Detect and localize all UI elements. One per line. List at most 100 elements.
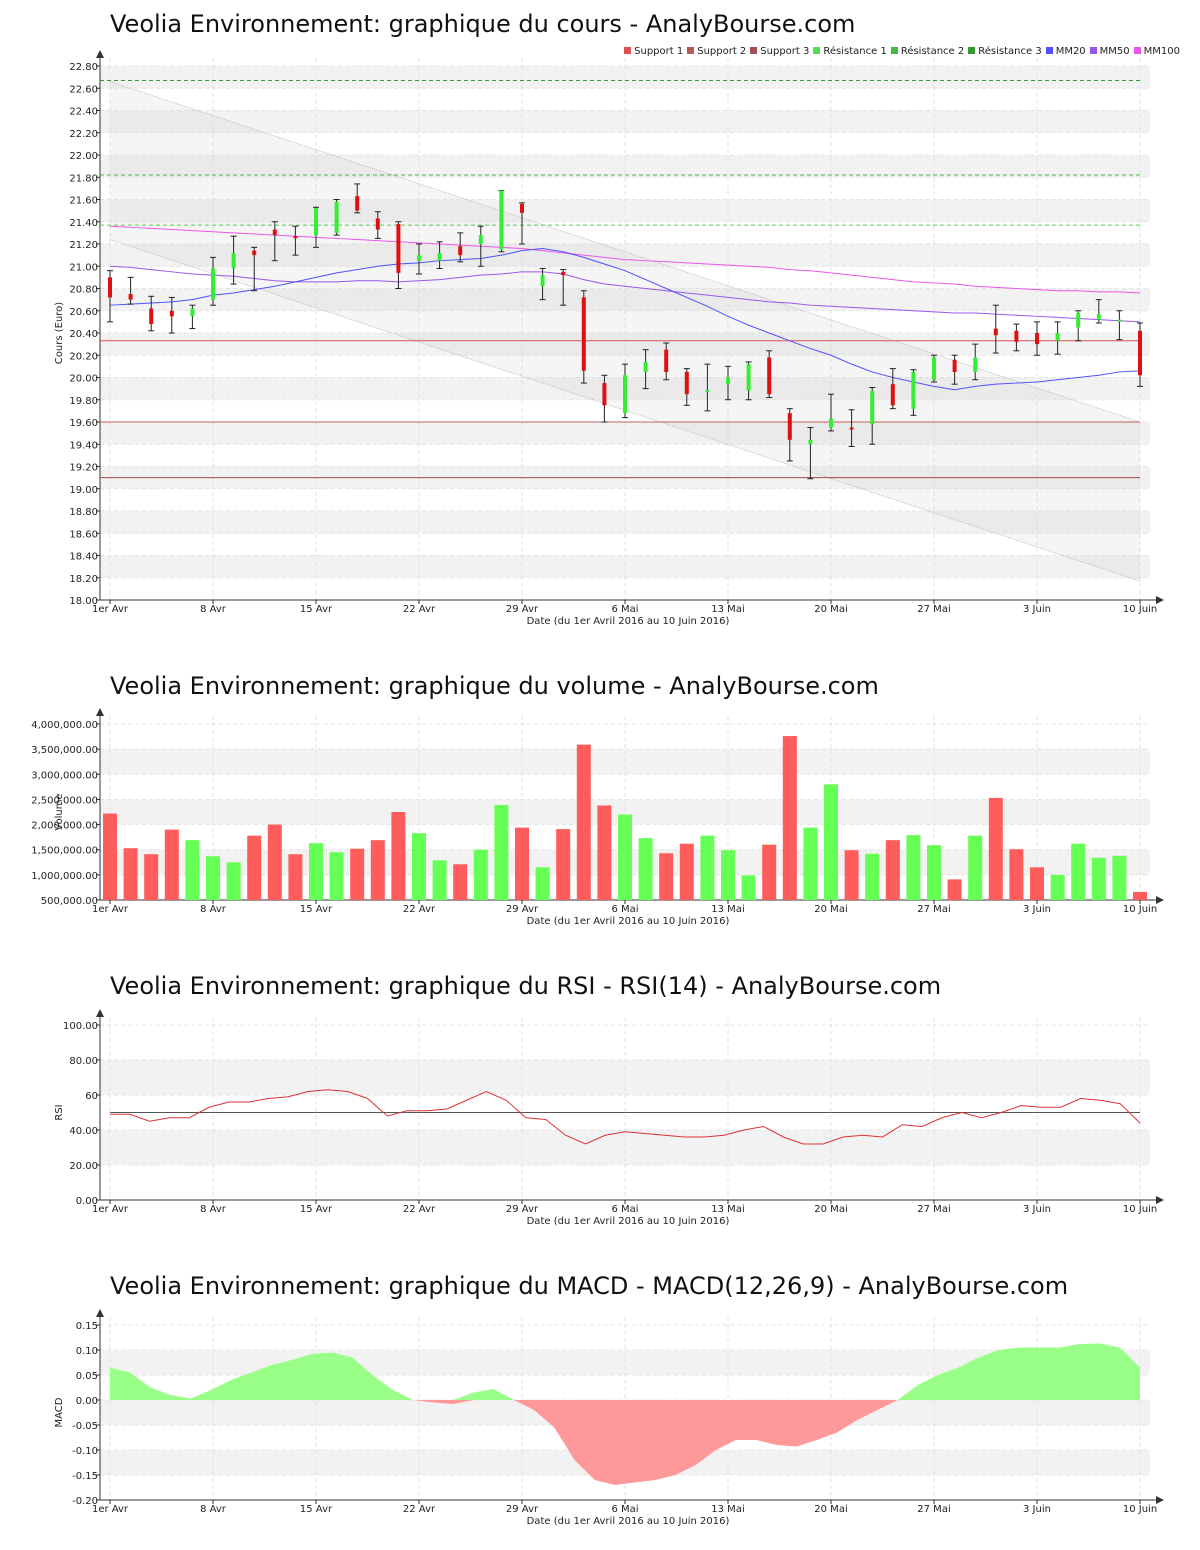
candle-body — [767, 357, 772, 395]
candle-body — [911, 371, 916, 409]
legend-label: Support 2 — [697, 46, 747, 57]
y-tick-label: 500,000.00 — [41, 896, 98, 907]
y-tick-label: 18.40 — [69, 552, 98, 563]
volume-bar — [370, 840, 385, 900]
candle-body — [396, 223, 401, 273]
y-tick-label: 0.10 — [76, 1346, 98, 1357]
legend-item: MM50 — [1089, 46, 1130, 57]
y-axis-label: MACD — [54, 1397, 65, 1427]
candle-body — [1096, 314, 1101, 320]
volume-bar — [1133, 891, 1147, 900]
volume-bar — [741, 875, 756, 900]
y-tick-label: 20.00 — [69, 1161, 98, 1172]
y-tick-label: 18.20 — [69, 574, 98, 585]
legend-item: Support 1 — [624, 46, 683, 57]
x-tick-label: 8 Avr — [200, 904, 227, 915]
y-tick-label: 18.60 — [69, 529, 98, 540]
y-tick-label: 19.80 — [69, 396, 98, 407]
x-tick-label: 29 Avr — [506, 1204, 539, 1215]
legend-swatch — [750, 47, 758, 54]
x-tick-label: 6 Mai — [611, 1504, 638, 1515]
price-chart: 18.00 18.20 18.40 18.60 18.80 19.00 19.20 19.40… — [54, 50, 1164, 627]
candle-body — [169, 310, 174, 317]
rsi-chart-title: Veolia Environnement: graphique du RSI -… — [110, 972, 942, 1000]
volume-bar — [309, 843, 323, 900]
macd-positive-area — [110, 1343, 1140, 1400]
x-tick-label: 6 Mai — [611, 1204, 638, 1215]
volume-bar — [535, 867, 550, 900]
candle-body — [561, 271, 566, 276]
candle-body — [602, 383, 607, 406]
volume-bar — [927, 845, 941, 900]
y-tick-label: 22.60 — [69, 84, 98, 95]
legend-label: MM20 — [1055, 46, 1086, 57]
volume-bar — [144, 854, 159, 900]
y-tick-label: 1,000,000.00 — [31, 871, 98, 882]
y-tick-label: 0.15 — [76, 1321, 98, 1332]
y-tick-label: 20.20 — [69, 351, 98, 362]
volume-bar — [1030, 867, 1044, 900]
x-tick-label: 29 Avr — [506, 604, 539, 615]
legend-item: MM100 — [1133, 46, 1180, 57]
candle-body — [334, 201, 339, 233]
candle-body — [272, 229, 277, 236]
y-tick-label: -0.15 — [72, 1471, 98, 1482]
y-axis-label: Cours (Euro) — [54, 302, 65, 365]
volume-bar — [556, 829, 571, 900]
y-tick-label: 19.00 — [69, 485, 98, 496]
x-tick-label: 3 Juin — [1023, 1504, 1051, 1515]
volume-bar — [824, 784, 838, 900]
volume-bar — [947, 879, 962, 900]
volume-bar — [618, 814, 632, 900]
candle-body — [458, 246, 463, 256]
volume-bar — [494, 804, 509, 900]
volume-bar — [844, 850, 859, 900]
candle-body — [108, 277, 112, 298]
y-axis-arrow — [96, 1309, 104, 1317]
x-axis-label: Date (du 1er Avril 2016 au 10 Juin 2016) — [527, 616, 730, 627]
y-tick-label: 19.40 — [69, 440, 98, 451]
y-tick-label: 2,000,000.00 — [31, 821, 98, 832]
candle-body — [726, 377, 730, 385]
candle-body — [211, 268, 215, 300]
y-tick-label: 0.05 — [76, 1371, 98, 1382]
candle-body — [417, 255, 421, 261]
x-tick-label: 15 Avr — [300, 604, 333, 615]
x-tick-label: 1er Avr — [92, 604, 129, 615]
x-axis-arrow — [1156, 596, 1164, 604]
x-tick-label: 22 Avr — [403, 904, 436, 915]
candle-body — [1014, 330, 1019, 342]
y-tick-label: 21.60 — [69, 196, 98, 207]
y-tick-label: 2,500,000.00 — [31, 795, 98, 806]
volume-bar — [350, 848, 365, 900]
legend-label: Résistance 3 — [978, 46, 1042, 57]
legend-item: Résistance 2 — [890, 46, 964, 57]
volume-bar — [1050, 874, 1065, 900]
volume-bar — [762, 844, 777, 900]
rsi-line — [110, 1089, 1141, 1145]
y-tick-label: 21.40 — [69, 218, 98, 229]
x-tick-label: 8 Avr — [200, 1204, 227, 1215]
x-tick-label: 6 Mai — [611, 604, 638, 615]
legend-swatch — [624, 47, 632, 54]
grid-band — [100, 555, 1150, 578]
candle-body — [623, 375, 627, 414]
candle-body — [478, 235, 483, 244]
y-tick-label: 40.00 — [69, 1126, 98, 1137]
x-tick-label: 15 Avr — [300, 904, 333, 915]
volume-bar — [1112, 855, 1127, 900]
channel-upper-line — [109, 81, 1141, 423]
x-axis-arrow — [1156, 1196, 1164, 1204]
candle-body — [684, 371, 689, 395]
x-tick-label: 29 Avr — [506, 904, 539, 915]
candle-body — [355, 196, 360, 211]
x-tick-label: 3 Juin — [1023, 604, 1051, 615]
legend-item: Résistance 1 — [813, 46, 887, 57]
y-tick-label: 22.80 — [69, 62, 98, 73]
volume-bar — [597, 805, 612, 900]
x-tick-label: 13 Mai — [711, 904, 744, 915]
x-tick-label: 8 Avr — [200, 604, 227, 615]
candle-body — [952, 359, 957, 372]
x-tick-label: 22 Avr — [403, 604, 436, 615]
x-tick-label: 27 Mai — [917, 1504, 950, 1515]
